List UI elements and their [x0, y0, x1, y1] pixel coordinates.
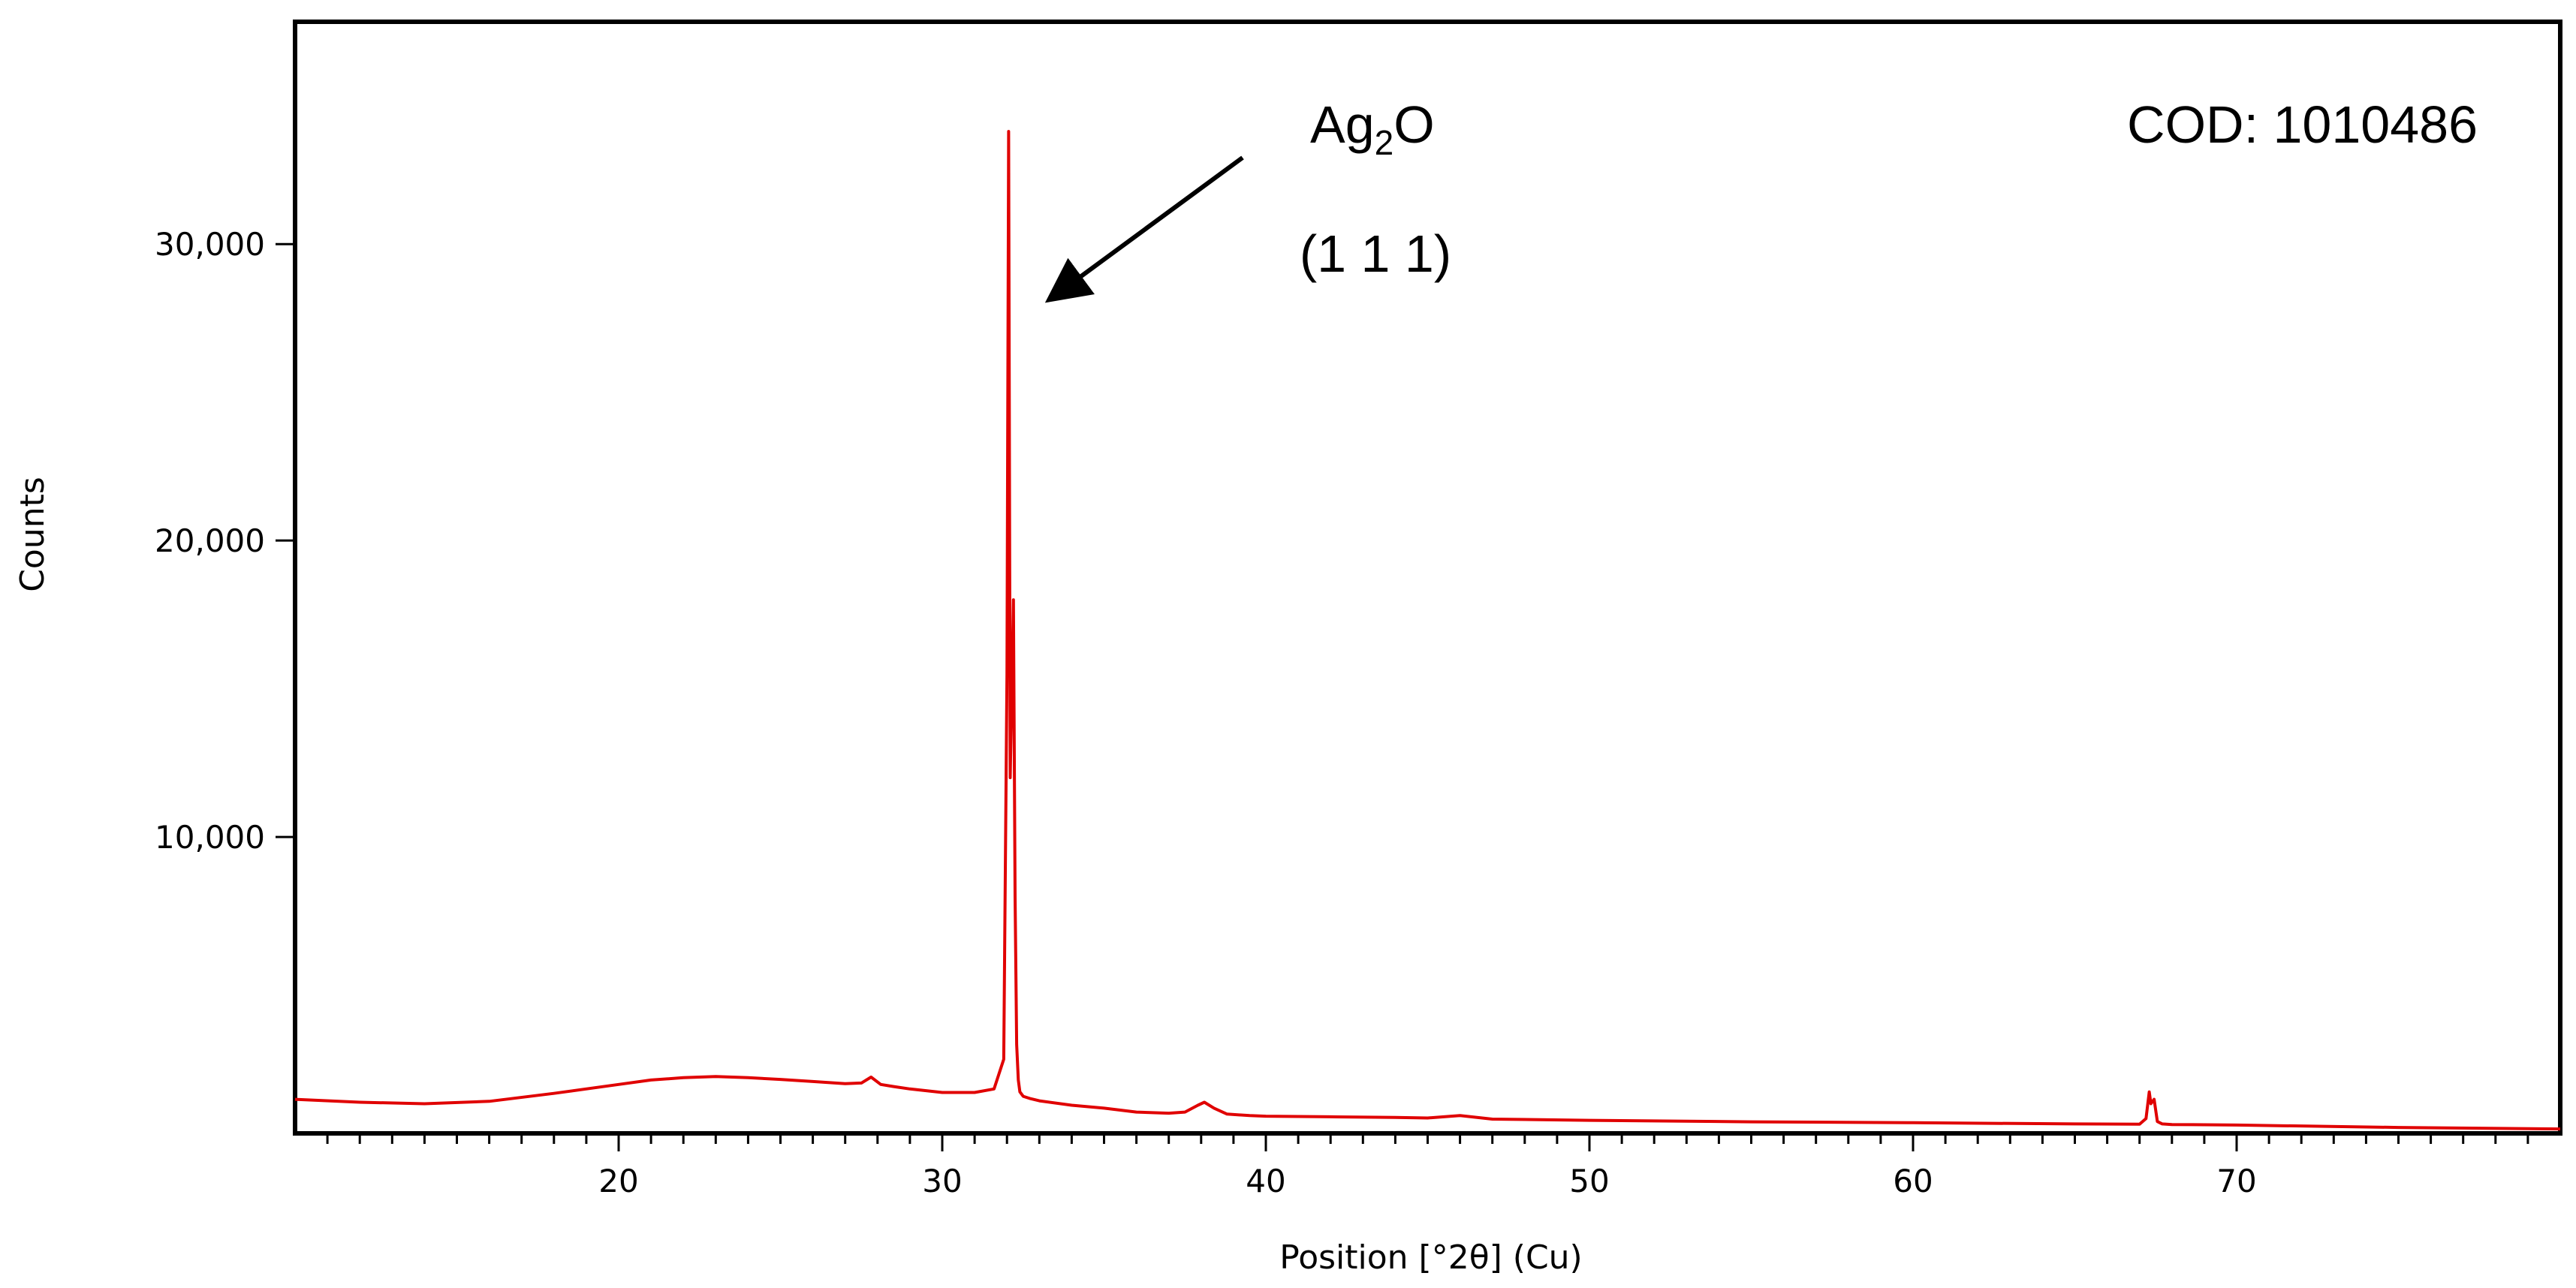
y-tick-label: 30,000: [155, 226, 265, 263]
x-minor-ticks: [326, 1133, 2529, 1144]
peak-annotation: Ag2O (1 1 1): [1044, 95, 1451, 303]
y-tick-label: 10,000: [155, 819, 265, 856]
series-line: [294, 130, 2561, 1131]
x-tick-label: 50: [1569, 1163, 1609, 1199]
x-tick-label: 30: [922, 1163, 962, 1199]
y-axis-title: Counts: [14, 477, 52, 592]
annotation-hkl: (1 1 1): [1300, 224, 1451, 283]
y-tick-label: 20,000: [155, 522, 265, 559]
x-tick-label: 70: [2216, 1163, 2256, 1199]
x-tick-label: 20: [598, 1163, 638, 1199]
annotation-formula: Ag2O: [1310, 95, 1435, 162]
formula-main: Ag: [1310, 95, 1375, 154]
cod-label: COD: 1010486: [2127, 95, 2478, 154]
x-axis: 20 30 40 50 60 70: [598, 1133, 2257, 1199]
annotation-arrow: [1044, 155, 1244, 303]
x-tick-label: 40: [1246, 1163, 1285, 1199]
x-tick-label: 60: [1893, 1163, 1933, 1199]
y-axis: 10,000 20,000 30,000: [155, 226, 295, 856]
plot-frame: [293, 20, 2562, 1136]
formula-tail: O: [1393, 95, 1434, 154]
formula-subscript: 2: [1375, 123, 1394, 162]
x-axis-title: Position [°2θ] (Cu): [1279, 1238, 1582, 1277]
